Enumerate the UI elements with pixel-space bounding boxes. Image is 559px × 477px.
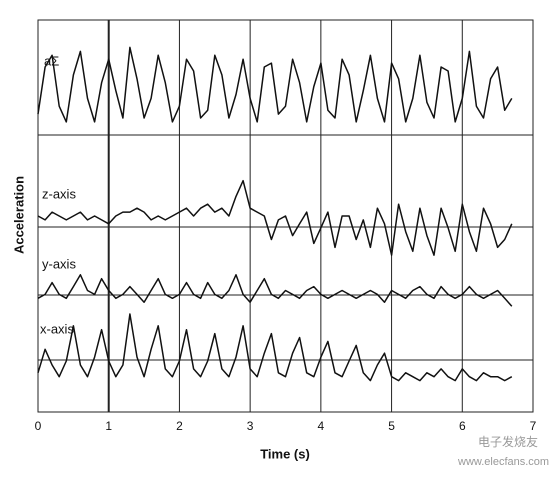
series-label: z-axis	[42, 186, 76, 201]
x-tick-label: 3	[247, 419, 254, 433]
x-axis-title: Time (s)	[260, 446, 310, 461]
watermark: 电子发烧友	[478, 434, 538, 449]
trace	[37, 274, 513, 307]
trace	[37, 179, 513, 256]
trace	[37, 313, 513, 382]
x-tick-label: 5	[388, 419, 395, 433]
series-label: aΣ	[44, 53, 59, 68]
watermark-url: www.elecfans.com	[457, 456, 549, 468]
y-axis-title: Acceleration	[11, 176, 26, 254]
series-label: y-axis	[42, 256, 76, 271]
x-tick-label: 2	[176, 419, 183, 433]
x-tick-label: 1	[105, 419, 112, 433]
x-tick-label: 4	[318, 419, 325, 433]
series-label: x-axis	[40, 321, 74, 336]
x-tick-label: 6	[459, 419, 466, 433]
x-tick-label: 7	[530, 419, 537, 433]
x-tick-label: 0	[35, 419, 42, 433]
trace	[37, 46, 513, 123]
